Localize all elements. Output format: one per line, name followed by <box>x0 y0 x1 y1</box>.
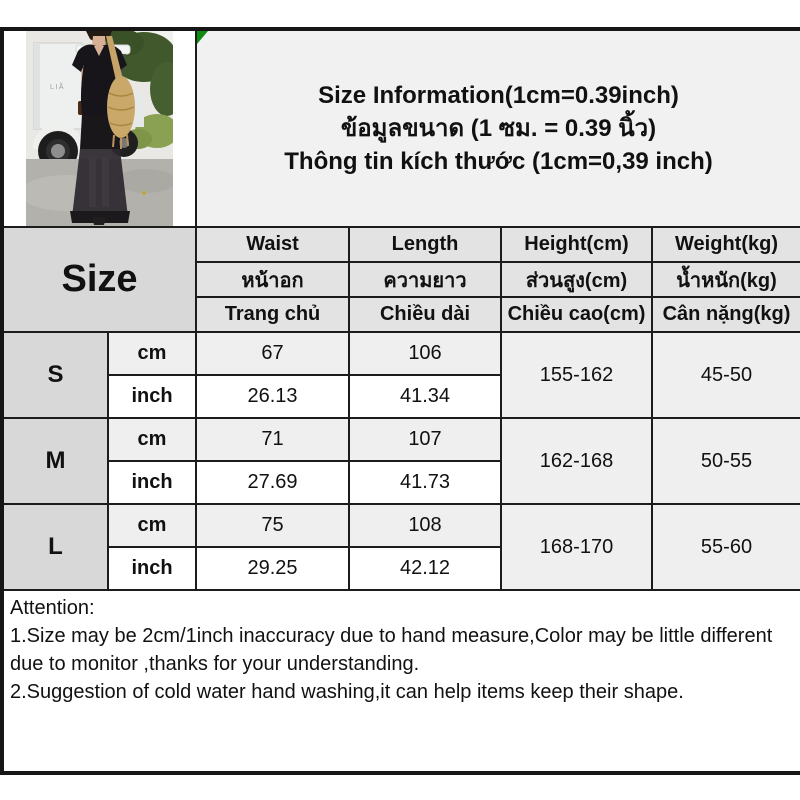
col-header-waist-en: Waist <box>195 226 350 263</box>
l-length-inch: 42.12 <box>348 546 502 591</box>
table-row: Attention: 1.Size may be 2cm/1inch inacc… <box>0 589 800 774</box>
m-length-inch: 41.73 <box>348 460 502 505</box>
l-waist-inch: 29.25 <box>195 546 350 591</box>
table-row: Size Waist Length Height(cm) Weight(kg) <box>1 226 800 333</box>
product-photo: LIÃ <box>26 31 173 225</box>
l-height-range: 168-170 <box>500 503 653 591</box>
m-length-cm: 107 <box>348 417 502 462</box>
size-label-l: L <box>1 503 109 591</box>
title-cell: Size Information(1cm=0.39inch) ข้อมูลขนา… <box>194 28 800 228</box>
unit-cm-label: cm <box>107 331 197 376</box>
title-vietnamese: Thông tin kích thước (1cm=0,39 inch) <box>284 148 713 175</box>
table-row: inch 27.69 41.73 <box>2 460 800 505</box>
s-length-inch: 41.34 <box>348 374 502 419</box>
size-table: LIÃ <box>0 27 800 775</box>
unit-inch-label: inch <box>107 374 197 419</box>
attention-note-2: 2.Suggestion of cold water hand washing,… <box>10 681 684 703</box>
cart-logo-text: LIÃ <box>50 82 65 91</box>
table-row: S cm 67 106 155-162 45-50 <box>1 331 800 419</box>
unit-inch-label: inch <box>107 460 197 505</box>
l-length-cm: 108 <box>348 503 502 548</box>
col-header-waist-th: หน้าอก <box>195 261 350 298</box>
col-header-waist-vi: Trang chủ <box>195 296 350 333</box>
table-row: Trang chủ Chiều dài Chiều cao(cm) Cân nặ… <box>2 296 800 333</box>
size-label-m: M <box>1 417 109 505</box>
unit-cm-label: cm <box>107 503 197 548</box>
col-header-weight-en: Weight(kg) <box>650 226 800 263</box>
col-header-length-en: Length <box>348 226 502 263</box>
table-row: inch 29.25 42.12 <box>2 546 800 591</box>
attention-heading: Attention: <box>10 597 95 619</box>
table-row: LIÃ <box>1 28 800 228</box>
feet <box>92 217 106 225</box>
title-thai: ข้อมูลขนาด (1 ซม. = 0.39 นิ้ว) <box>340 115 657 142</box>
m-waist-cm: 71 <box>195 417 350 462</box>
col-header-height-vi: Chiều cao(cm) <box>500 296 653 333</box>
woven-bag <box>106 36 135 149</box>
size-chart-sheet: LIÃ <box>0 27 800 775</box>
leg-shadow <box>102 157 109 207</box>
col-header-length-th: ความยาว <box>348 261 502 298</box>
attention-note-1: 1.Size may be 2cm/1inch inaccuracy due t… <box>10 625 773 675</box>
m-height-range: 162-168 <box>500 417 653 505</box>
col-header-length-vi: Chiều dài <box>348 296 502 333</box>
s-length-cm: 106 <box>348 331 502 376</box>
col-header-height-en: Height(cm) <box>500 226 653 263</box>
l-waist-cm: 75 <box>195 503 350 548</box>
l-weight-range: 55-60 <box>650 503 800 591</box>
table-row: หน้าอก ความยาว ส่วนสูง(cm) น้ำหนัก(kg) <box>2 261 800 298</box>
col-header-weight-th: น้ำหนัก(kg) <box>650 261 800 298</box>
table-row: inch 26.13 41.34 <box>2 374 800 419</box>
title-english: Size Information(1cm=0.39inch) <box>318 82 679 109</box>
product-photo-cell: LIÃ <box>1 28 197 228</box>
col-header-height-th: ส่วนสูง(cm) <box>500 261 653 298</box>
s-height-range: 155-162 <box>500 331 653 419</box>
col-header-weight-vi: Cân nặng(kg) <box>650 296 800 333</box>
s-waist-cm: 67 <box>195 331 350 376</box>
table-row: M cm 71 107 162-168 50-55 <box>1 417 800 505</box>
size-panel-label: Size <box>1 226 197 333</box>
unit-inch-label: inch <box>107 546 197 591</box>
m-weight-range: 50-55 <box>650 417 800 505</box>
skirt-sheer <box>72 149 128 217</box>
green-corner-marker-icon <box>198 31 208 44</box>
attention-section: Attention: 1.Size may be 2cm/1inch inacc… <box>0 589 800 774</box>
s-waist-inch: 26.13 <box>195 374 350 419</box>
s-weight-range: 45-50 <box>650 331 800 419</box>
size-label-s: S <box>1 331 109 419</box>
table-row: L cm 75 108 168-170 55-60 <box>1 503 800 591</box>
unit-cm-label: cm <box>107 417 197 462</box>
leg-shadow <box>89 157 96 207</box>
vneck-skin <box>94 46 104 56</box>
m-waist-inch: 27.69 <box>195 460 350 505</box>
